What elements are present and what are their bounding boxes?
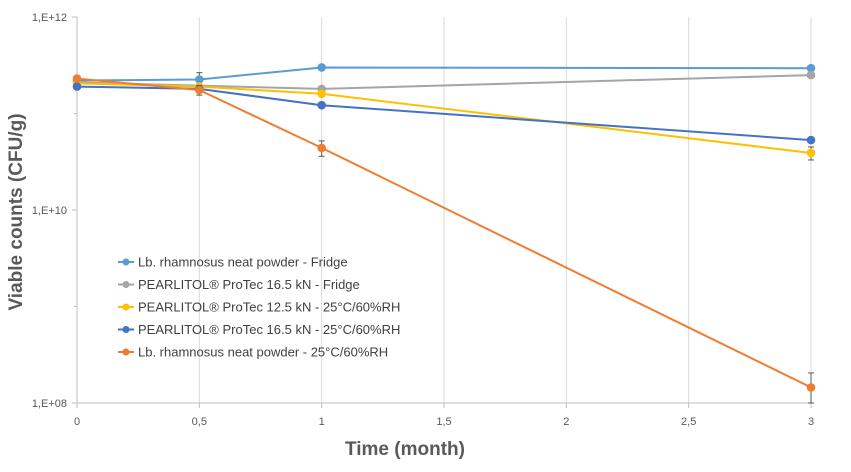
legend-marker (122, 303, 130, 311)
data-point (806, 70, 816, 80)
y-tick-label: 1,E+10 (32, 205, 67, 217)
data-point (806, 135, 816, 145)
data-point (195, 85, 204, 95)
legend-item: PEARLITOL® ProTec 16.5 kN - Fridge (118, 277, 360, 292)
axes: 0 0,5 1 1,5 2 2,5 3 1,E+08 1,E+10 1,E+12 (32, 12, 814, 428)
x-tick-label: 2,5 (681, 416, 696, 428)
legend-label: PEARLITOL® ProTec 16.5 kN - 25°C/60%RH (138, 322, 400, 337)
x-tick-label: 0 (74, 416, 80, 428)
legend-label: Lb. rhamnosus neat powder - 25°C/60%RH (138, 345, 388, 360)
legend-item: PEARLITOL® ProTec 16.5 kN - 25°C/60%RH (118, 322, 400, 337)
legend-label: Lb. rhamnosus neat powder - Fridge (138, 255, 348, 270)
y-tick-label: 1,E+08 (32, 398, 67, 410)
legend-item: Lb. rhamnosus neat powder - Fridge (118, 255, 348, 270)
x-axis-title: Time (month) (345, 439, 465, 460)
x-tick-label: 0,5 (192, 416, 207, 428)
data-point (72, 74, 82, 83)
series-line (76, 77, 812, 389)
legend: Lb. rhamnosus neat powder - Fridge PEARLI… (118, 255, 400, 360)
data-point (806, 383, 816, 392)
y-tick-label: 1,E+12 (32, 12, 67, 24)
data-point (195, 75, 204, 84)
legend-label: PEARLITOL® ProTec 16.5 kN - Fridge (138, 277, 360, 292)
data-point (317, 100, 326, 110)
x-tick-label: 1,5 (436, 416, 451, 428)
series-group (72, 74, 816, 404)
data-point (317, 63, 326, 72)
legend-marker (122, 326, 130, 333)
x-tick-label: 2 (563, 416, 569, 428)
series-line (76, 66, 812, 82)
data-point (317, 89, 326, 99)
legend-marker (122, 348, 130, 356)
data-series (72, 63, 816, 404)
legend-item: Lb. rhamnosus neat powder - 25°C/60%RH (118, 345, 388, 360)
legend-marker (122, 281, 130, 288)
data-point (72, 82, 82, 91)
data-point (806, 148, 816, 158)
legend-item: PEARLITOL® ProTec 12.5 kN - 25°C/60%RH (118, 300, 400, 315)
series-line (76, 85, 812, 142)
data-point (317, 143, 326, 153)
x-tick-label: 1 (319, 416, 325, 428)
legend-marker (122, 258, 130, 266)
legend-label: PEARLITOL® ProTec 12.5 kN - 25°C/60%RH (138, 300, 400, 315)
x-tick-label: 3 (808, 416, 814, 428)
y-axis-title: Viable counts (CFU/g) (6, 113, 27, 310)
